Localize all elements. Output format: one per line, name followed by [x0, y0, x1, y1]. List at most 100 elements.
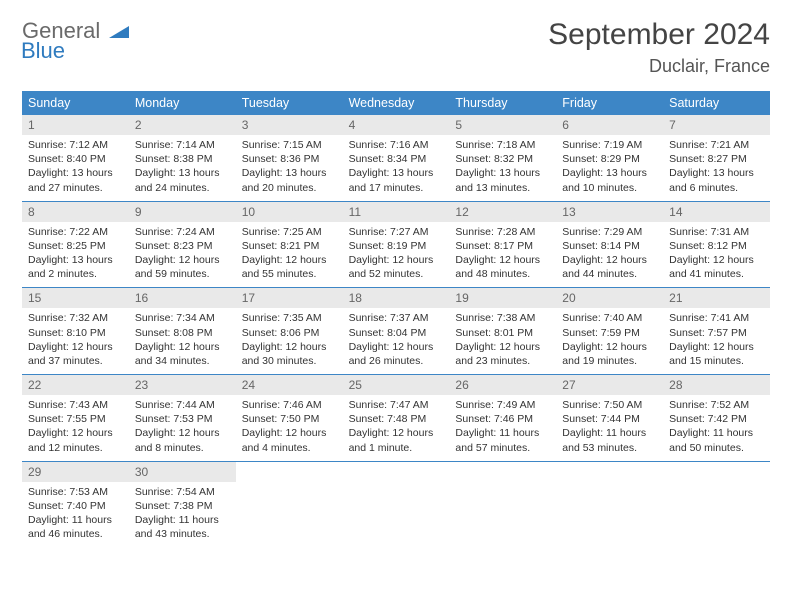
day-day2: and 52 minutes. [349, 267, 444, 281]
day-sunrise: Sunrise: 7:14 AM [135, 138, 230, 152]
day-sunrise: Sunrise: 7:21 AM [669, 138, 764, 152]
calendar-day: 28Sunrise: 7:52 AMSunset: 7:42 PMDayligh… [663, 375, 770, 461]
day-details: Sunrise: 7:38 AMSunset: 8:01 PMDaylight:… [449, 308, 556, 374]
calendar-day: 15Sunrise: 7:32 AMSunset: 8:10 PMDayligh… [22, 288, 129, 374]
day-day2: and 2 minutes. [28, 267, 123, 281]
calendar-day: 20Sunrise: 7:40 AMSunset: 7:59 PMDayligh… [556, 288, 663, 374]
day-number: 3 [236, 115, 343, 135]
day-number: 21 [663, 288, 770, 308]
day-number: 28 [663, 375, 770, 395]
day-day2: and 46 minutes. [28, 527, 123, 541]
day-day2: and 48 minutes. [455, 267, 550, 281]
day-sunrise: Sunrise: 7:24 AM [135, 225, 230, 239]
calendar-day: 29Sunrise: 7:53 AMSunset: 7:40 PMDayligh… [22, 462, 129, 548]
day-number: 22 [22, 375, 129, 395]
day-number: 26 [449, 375, 556, 395]
day-sunset: Sunset: 8:06 PM [242, 326, 337, 340]
day-sunrise: Sunrise: 7:38 AM [455, 311, 550, 325]
day-sunrise: Sunrise: 7:37 AM [349, 311, 444, 325]
calendar-day: 7Sunrise: 7:21 AMSunset: 8:27 PMDaylight… [663, 115, 770, 201]
day-sunset: Sunset: 8:01 PM [455, 326, 550, 340]
day-day1: Daylight: 12 hours [349, 253, 444, 267]
day-day1: Daylight: 12 hours [669, 340, 764, 354]
calendar-day: 14Sunrise: 7:31 AMSunset: 8:12 PMDayligh… [663, 202, 770, 288]
day-number: 23 [129, 375, 236, 395]
day-details: Sunrise: 7:29 AMSunset: 8:14 PMDaylight:… [556, 222, 663, 288]
weekday-friday: Friday [556, 91, 663, 115]
day-sunrise: Sunrise: 7:27 AM [349, 225, 444, 239]
day-sunrise: Sunrise: 7:53 AM [28, 485, 123, 499]
day-day2: and 53 minutes. [562, 441, 657, 455]
weekday-tuesday: Tuesday [236, 91, 343, 115]
day-day2: and 50 minutes. [669, 441, 764, 455]
calendar-week: 29Sunrise: 7:53 AMSunset: 7:40 PMDayligh… [22, 462, 770, 548]
day-day2: and 24 minutes. [135, 181, 230, 195]
day-day2: and 34 minutes. [135, 354, 230, 368]
location: Duclair, France [548, 56, 770, 77]
day-day1: Daylight: 13 hours [135, 166, 230, 180]
day-number: 20 [556, 288, 663, 308]
day-details: Sunrise: 7:50 AMSunset: 7:44 PMDaylight:… [556, 395, 663, 461]
day-sunset: Sunset: 8:32 PM [455, 152, 550, 166]
calendar-day: 24Sunrise: 7:46 AMSunset: 7:50 PMDayligh… [236, 375, 343, 461]
day-sunset: Sunset: 7:55 PM [28, 412, 123, 426]
day-details: Sunrise: 7:53 AMSunset: 7:40 PMDaylight:… [22, 482, 129, 548]
logo: General Blue [22, 18, 129, 64]
day-day2: and 44 minutes. [562, 267, 657, 281]
day-sunset: Sunset: 7:46 PM [455, 412, 550, 426]
day-day1: Daylight: 13 hours [562, 166, 657, 180]
day-sunset: Sunset: 8:34 PM [349, 152, 444, 166]
day-details: Sunrise: 7:41 AMSunset: 7:57 PMDaylight:… [663, 308, 770, 374]
calendar-day [556, 462, 663, 548]
day-sunset: Sunset: 7:59 PM [562, 326, 657, 340]
day-details: Sunrise: 7:25 AMSunset: 8:21 PMDaylight:… [236, 222, 343, 288]
day-day1: Daylight: 12 hours [349, 426, 444, 440]
day-details: Sunrise: 7:12 AMSunset: 8:40 PMDaylight:… [22, 135, 129, 201]
day-details: Sunrise: 7:46 AMSunset: 7:50 PMDaylight:… [236, 395, 343, 461]
day-number: 14 [663, 202, 770, 222]
calendar-day: 12Sunrise: 7:28 AMSunset: 8:17 PMDayligh… [449, 202, 556, 288]
calendar-day: 21Sunrise: 7:41 AMSunset: 7:57 PMDayligh… [663, 288, 770, 374]
day-day2: and 8 minutes. [135, 441, 230, 455]
day-sunrise: Sunrise: 7:22 AM [28, 225, 123, 239]
day-number: 8 [22, 202, 129, 222]
day-sunset: Sunset: 8:17 PM [455, 239, 550, 253]
calendar-day: 13Sunrise: 7:29 AMSunset: 8:14 PMDayligh… [556, 202, 663, 288]
day-day1: Daylight: 13 hours [349, 166, 444, 180]
day-day1: Daylight: 12 hours [242, 340, 337, 354]
day-day1: Daylight: 12 hours [562, 253, 657, 267]
day-day2: and 55 minutes. [242, 267, 337, 281]
day-number: 6 [556, 115, 663, 135]
day-day2: and 43 minutes. [135, 527, 230, 541]
day-details: Sunrise: 7:35 AMSunset: 8:06 PMDaylight:… [236, 308, 343, 374]
day-sunset: Sunset: 8:10 PM [28, 326, 123, 340]
calendar-day: 5Sunrise: 7:18 AMSunset: 8:32 PMDaylight… [449, 115, 556, 201]
day-day1: Daylight: 12 hours [135, 253, 230, 267]
day-sunrise: Sunrise: 7:54 AM [135, 485, 230, 499]
day-day2: and 12 minutes. [28, 441, 123, 455]
day-sunrise: Sunrise: 7:44 AM [135, 398, 230, 412]
day-day1: Daylight: 12 hours [562, 340, 657, 354]
day-day2: and 15 minutes. [669, 354, 764, 368]
day-number: 11 [343, 202, 450, 222]
day-day2: and 19 minutes. [562, 354, 657, 368]
calendar-day [663, 462, 770, 548]
calendar-day [449, 462, 556, 548]
calendar-week: 8Sunrise: 7:22 AMSunset: 8:25 PMDaylight… [22, 202, 770, 289]
day-sunrise: Sunrise: 7:35 AM [242, 311, 337, 325]
day-sunrise: Sunrise: 7:47 AM [349, 398, 444, 412]
day-number: 24 [236, 375, 343, 395]
day-sunrise: Sunrise: 7:32 AM [28, 311, 123, 325]
title-block: September 2024 Duclair, France [548, 18, 770, 77]
header: General Blue September 2024 Duclair, Fra… [22, 18, 770, 77]
day-sunset: Sunset: 7:53 PM [135, 412, 230, 426]
calendar-day: 26Sunrise: 7:49 AMSunset: 7:46 PMDayligh… [449, 375, 556, 461]
day-details: Sunrise: 7:34 AMSunset: 8:08 PMDaylight:… [129, 308, 236, 374]
day-sunset: Sunset: 8:04 PM [349, 326, 444, 340]
day-day2: and 26 minutes. [349, 354, 444, 368]
day-sunrise: Sunrise: 7:29 AM [562, 225, 657, 239]
day-sunset: Sunset: 7:48 PM [349, 412, 444, 426]
day-day2: and 4 minutes. [242, 441, 337, 455]
day-sunset: Sunset: 7:40 PM [28, 499, 123, 513]
day-day1: Daylight: 11 hours [455, 426, 550, 440]
